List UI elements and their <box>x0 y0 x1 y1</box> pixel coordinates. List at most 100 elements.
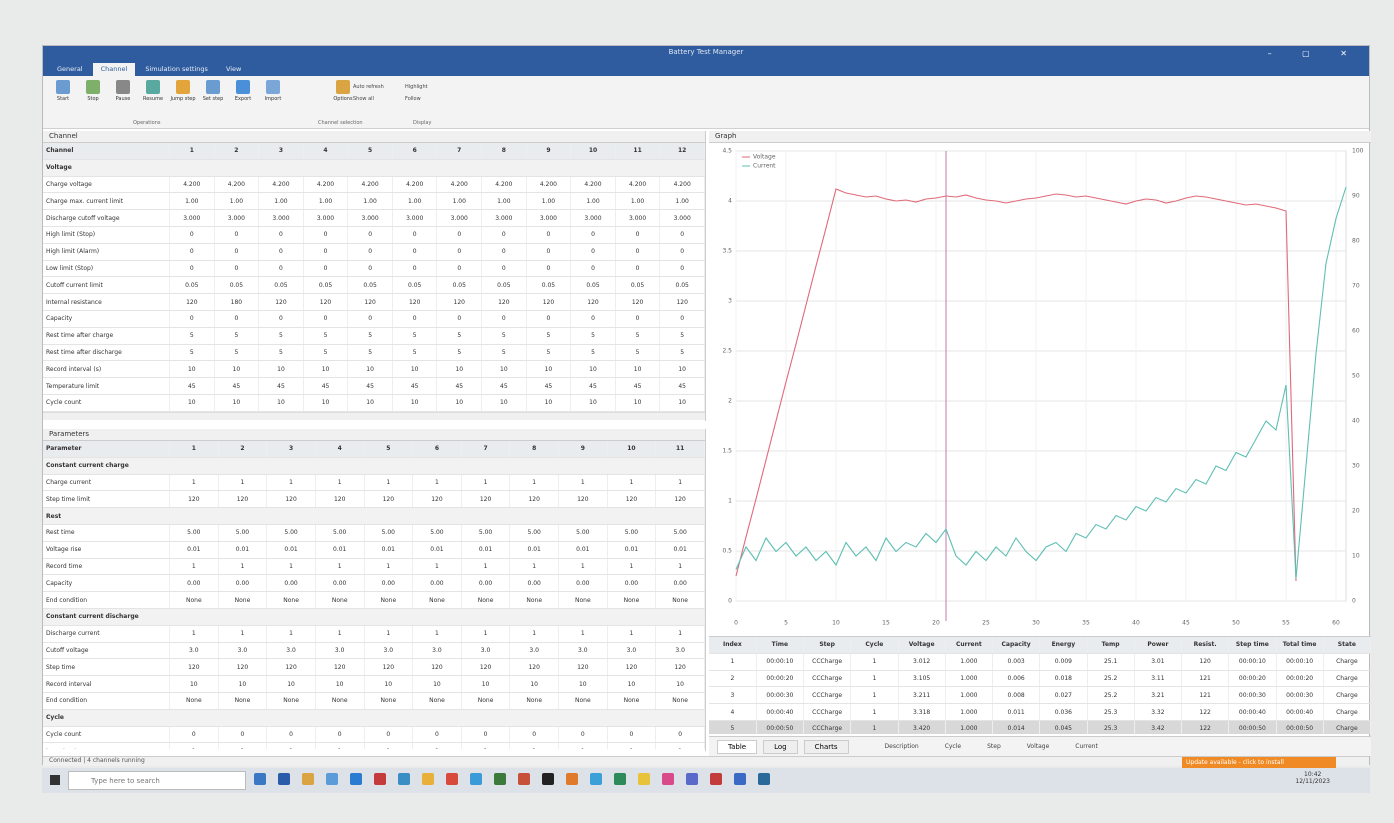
cell[interactable]: None <box>364 591 414 609</box>
cell[interactable]: 5 <box>436 344 483 362</box>
cell[interactable]: 120 <box>481 293 527 311</box>
cell[interactable]: 0.01 <box>218 541 268 559</box>
taskbar-icon[interactable] <box>590 773 602 785</box>
cell[interactable]: 0 <box>258 243 304 261</box>
cell[interactable]: 3.000 <box>303 209 349 227</box>
cell[interactable]: 3.0 <box>655 642 705 660</box>
cell[interactable]: 0 <box>570 310 616 328</box>
cell[interactable]: 0 <box>169 310 215 328</box>
cell[interactable]: 5 <box>526 344 572 362</box>
cell[interactable]: 0 <box>392 260 438 278</box>
cell[interactable]: 120 <box>364 658 414 677</box>
cell[interactable]: 3.000 <box>258 209 304 227</box>
cell[interactable]: 1 <box>266 625 316 643</box>
cell[interactable]: 1 <box>655 625 705 643</box>
cell[interactable]: 1 <box>218 625 268 643</box>
cell[interactable]: 5 <box>615 327 661 345</box>
cell[interactable]: 45 <box>214 377 260 395</box>
taskbar-icon[interactable] <box>494 773 506 785</box>
cell[interactable]: 0 <box>392 243 438 261</box>
cell[interactable]: 10 <box>509 675 559 693</box>
notification[interactable]: Update available - click to install <box>1182 757 1336 768</box>
cell[interactable]: 5 <box>659 344 705 362</box>
cell[interactable]: 1 <box>266 558 316 576</box>
ribbon-tab[interactable]: View <box>225 65 242 73</box>
cell[interactable]: 0 <box>258 260 304 278</box>
cell[interactable]: 1 <box>558 558 608 576</box>
cell[interactable]: 10 <box>481 360 527 379</box>
cell[interactable]: 100 <box>659 411 705 412</box>
cell[interactable]: 0 <box>481 243 527 261</box>
cell[interactable]: 4.200 <box>347 176 393 194</box>
cell[interactable]: 4.200 <box>169 176 215 194</box>
cell[interactable]: 0 <box>659 226 705 244</box>
cell[interactable]: 0.01 <box>558 541 608 559</box>
cell[interactable]: 0.01 <box>509 541 559 559</box>
cell[interactable]: 120 <box>615 293 661 311</box>
cell[interactable]: 1.00 <box>659 192 705 211</box>
ribbon-button[interactable]: Pause <box>109 80 137 102</box>
cell[interactable]: 10 <box>169 394 215 412</box>
cell[interactable]: 0 <box>347 260 393 278</box>
ribbon-tab[interactable]: General <box>57 65 83 73</box>
cell[interactable]: 0 <box>169 726 219 744</box>
cell[interactable]: 0.05 <box>659 276 705 295</box>
cell[interactable]: 0 <box>526 243 572 261</box>
bottom-tab[interactable]: Charts <box>803 739 849 754</box>
taskbar-icon[interactable] <box>542 773 554 785</box>
cell[interactable]: 0 <box>570 260 616 278</box>
cell[interactable]: 3.000 <box>169 209 215 227</box>
taskbar-icon[interactable] <box>374 773 386 785</box>
data-row[interactable]: 1 00:00:10 CCCharge 1 3.012 1.000 0.003 0.009 25… <box>709 653 1371 671</box>
cell[interactable]: 10 <box>258 360 304 379</box>
cell[interactable]: 45 <box>303 377 349 395</box>
ribbon-button[interactable]: Stop <box>79 80 107 102</box>
cell[interactable]: 5 <box>481 327 527 345</box>
cell[interactable]: 10 <box>558 675 608 693</box>
cell[interactable]: 0 <box>659 310 705 328</box>
cell[interactable]: None <box>607 591 657 609</box>
cell[interactable]: 45 <box>570 377 616 395</box>
cell[interactable]: 0 <box>461 726 511 744</box>
cell[interactable]: 10 <box>347 394 393 412</box>
cell[interactable]: 0.01 <box>607 541 657 559</box>
cell[interactable]: 0.00 <box>315 574 365 593</box>
cell[interactable]: 0.00 <box>655 574 705 593</box>
cell[interactable]: 5 <box>392 344 438 362</box>
cell[interactable]: 120 <box>526 293 572 311</box>
search-box[interactable]: Type here to search <box>68 771 246 790</box>
cell[interactable]: 1 <box>218 474 268 492</box>
cell[interactable]: 0.00 <box>509 574 559 593</box>
cell[interactable]: 10 <box>659 394 705 412</box>
cell[interactable]: 1 <box>412 742 462 749</box>
cell[interactable]: 1 <box>509 625 559 643</box>
cell[interactable]: None <box>266 692 316 710</box>
cell[interactable]: 0 <box>526 260 572 278</box>
ribbon-tab[interactable]: Simulation settings <box>145 65 208 73</box>
cell[interactable]: 120 <box>412 658 462 677</box>
cell[interactable]: 1 <box>169 558 219 576</box>
cell[interactable]: 100 <box>169 411 215 412</box>
cell[interactable]: 1 <box>266 474 316 492</box>
cell[interactable]: 120 <box>315 490 365 509</box>
cell[interactable]: None <box>218 591 268 609</box>
cell[interactable]: 100 <box>392 411 438 412</box>
cell[interactable]: None <box>558 692 608 710</box>
cell[interactable]: 4.200 <box>659 176 705 194</box>
cell[interactable]: 5 <box>214 327 260 345</box>
cell[interactable]: 100 <box>481 411 527 412</box>
cell[interactable]: 5 <box>258 344 304 362</box>
cell[interactable]: 1 <box>509 742 559 749</box>
cell[interactable]: 1 <box>655 742 705 749</box>
cell[interactable]: 1 <box>607 625 657 643</box>
cell[interactable]: 0.05 <box>615 276 661 295</box>
cell[interactable]: None <box>461 591 511 609</box>
cell[interactable]: 0 <box>258 310 304 328</box>
cell[interactable]: 10 <box>214 394 260 412</box>
cell[interactable]: 1 <box>655 474 705 492</box>
cell[interactable]: 120 <box>266 490 316 509</box>
cell[interactable]: 0 <box>266 726 316 744</box>
cell[interactable]: 1 <box>364 474 414 492</box>
cell[interactable]: 120 <box>169 293 215 311</box>
cell[interactable]: 1 <box>169 742 219 749</box>
